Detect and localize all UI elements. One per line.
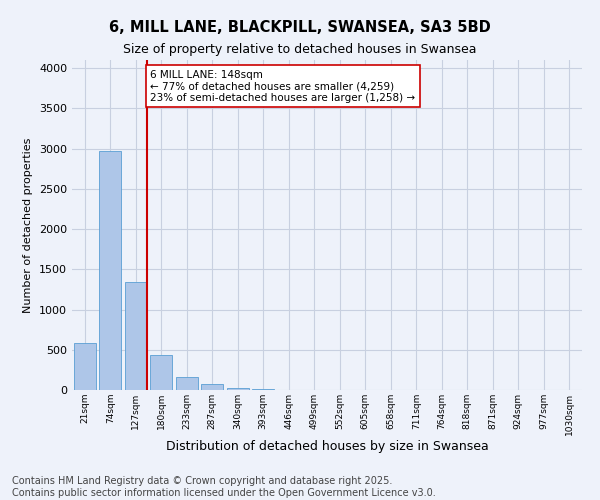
X-axis label: Distribution of detached houses by size in Swansea: Distribution of detached houses by size …	[166, 440, 488, 454]
Text: Contains HM Land Registry data © Crown copyright and database right 2025.
Contai: Contains HM Land Registry data © Crown c…	[12, 476, 436, 498]
Bar	[125, 282, 146, 390]
Text: Size of property relative to detached houses in Swansea: Size of property relative to detached ho…	[123, 42, 477, 56]
Bar	[151, 354, 172, 390]
Text: 6, MILL LANE, BLACKPILL, SWANSEA, SA3 5BD: 6, MILL LANE, BLACKPILL, SWANSEA, SA3 5B…	[109, 20, 491, 35]
Bar	[227, 388, 248, 390]
Bar	[100, 151, 121, 390]
Y-axis label: Number of detached properties: Number of detached properties	[23, 138, 34, 312]
Bar	[253, 389, 274, 390]
Bar	[176, 376, 197, 390]
Bar	[202, 384, 223, 390]
Bar	[74, 344, 95, 390]
Text: 6 MILL LANE: 148sqm
← 77% of detached houses are smaller (4,259)
23% of semi-det: 6 MILL LANE: 148sqm ← 77% of detached ho…	[151, 70, 416, 103]
